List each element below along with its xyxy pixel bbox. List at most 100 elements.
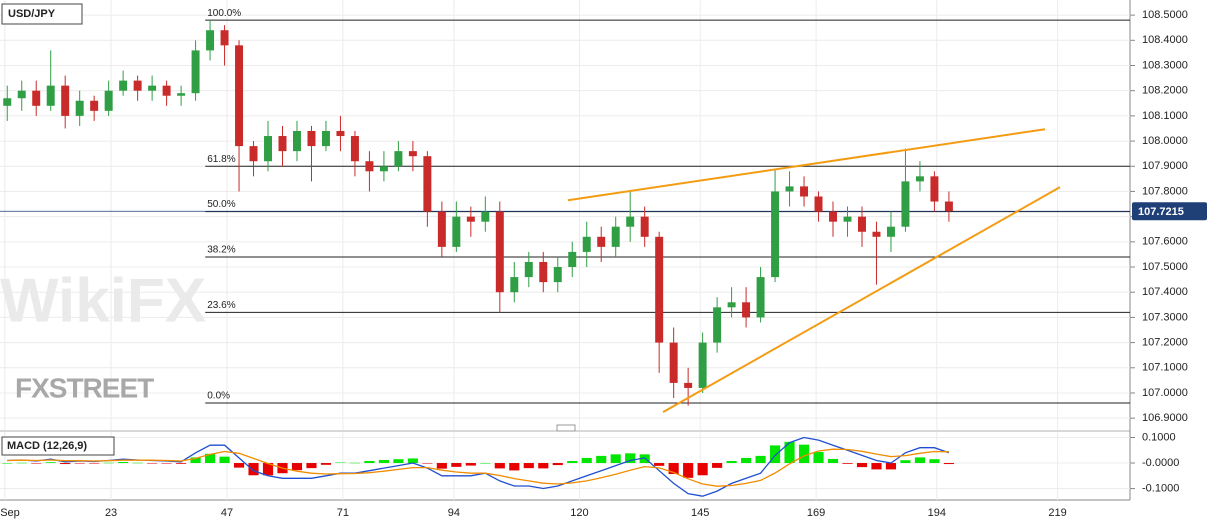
candle-body <box>394 151 403 167</box>
candle-body <box>814 196 823 212</box>
candle-body <box>771 191 780 278</box>
candle-body <box>524 261 533 278</box>
y-tick-label: 107.9000 <box>1142 160 1188 172</box>
histogram-bar <box>769 445 781 464</box>
histogram-bar <box>596 455 607 464</box>
histogram-bar <box>262 463 274 476</box>
histogram-bar <box>320 463 332 465</box>
candle-body <box>785 186 794 192</box>
fib-label: 38.2% <box>207 245 235 256</box>
histogram-bar <box>233 463 245 468</box>
y-tick-label: 107.0000 <box>1142 387 1188 399</box>
candle-body <box>249 146 258 162</box>
histogram-bar <box>494 463 505 469</box>
trendline <box>662 186 1061 413</box>
histogram-bar <box>784 441 795 464</box>
x-tick-label: 169 <box>807 507 825 519</box>
histogram-bar <box>176 463 187 464</box>
y-tick-label: 108.0000 <box>1142 135 1188 147</box>
candle-body <box>191 50 200 94</box>
candle-body <box>597 236 606 247</box>
candle-body <box>17 90 26 99</box>
candle-body <box>872 231 881 237</box>
histogram-bar <box>798 444 810 464</box>
histogram-bar <box>943 463 954 465</box>
y-tick-label: -0.1000 <box>1142 482 1179 494</box>
histogram-bar <box>813 452 824 464</box>
candle-body <box>177 93 186 96</box>
candle-body <box>264 136 272 162</box>
candle-body <box>713 307 722 343</box>
candle-body <box>293 130 301 152</box>
candle-body <box>104 90 113 111</box>
histogram-bar <box>654 463 665 466</box>
histogram-bar <box>726 460 737 464</box>
candle-body <box>901 181 910 227</box>
histogram-bar <box>697 463 708 476</box>
histogram-bar <box>16 462 27 464</box>
histogram-bar <box>712 463 723 468</box>
title-box <box>1 3 83 25</box>
candle-body <box>307 130 316 147</box>
fib-label: 23.6% <box>207 300 235 311</box>
price-tag-label: 107.7215 <box>1138 206 1184 218</box>
y-tick-label: 107.4000 <box>1142 286 1188 298</box>
candle-body <box>626 216 635 227</box>
histogram-bar <box>45 462 56 464</box>
resize-handle <box>556 424 576 432</box>
fib-label: 0.0% <box>207 391 230 402</box>
histogram-bar <box>480 463 491 464</box>
y-tick-label: 107.8000 <box>1142 185 1188 197</box>
y-tick-label: 108.4000 <box>1142 34 1188 46</box>
x-tick-label: 47 <box>221 507 233 519</box>
histogram-bar <box>378 459 389 464</box>
chart-title: USD/JPY <box>8 8 56 20</box>
x-tick-label: 94 <box>448 507 460 519</box>
candle-body <box>32 90 41 106</box>
histogram-bar <box>567 460 578 464</box>
histogram-bar <box>132 462 143 464</box>
histogram-bar <box>523 463 534 469</box>
candle-body <box>437 211 446 247</box>
histogram-bar <box>871 463 882 470</box>
candle-body <box>61 85 70 116</box>
price-tag <box>1132 202 1207 221</box>
x-tick-label: 194 <box>928 507 946 519</box>
watermark: WikiFX <box>0 266 206 335</box>
candle-body <box>452 216 461 247</box>
y-tick-label: 107.1000 <box>1142 362 1188 374</box>
candle-body <box>858 216 866 232</box>
fib-label: 100.0% <box>207 8 241 19</box>
candle-body <box>408 151 417 157</box>
fib-label: 50.0% <box>207 199 235 210</box>
histogram-bar <box>668 463 679 474</box>
fib-label: 61.8% <box>207 154 235 165</box>
candle-body <box>582 236 591 252</box>
histogram-bar <box>827 458 839 464</box>
candle-body <box>843 216 852 222</box>
histogram-bar <box>364 460 375 464</box>
candle-body <box>321 130 330 147</box>
candle-body <box>90 100 99 111</box>
watermark: FXSTREET <box>15 372 154 403</box>
histogram-bar <box>204 453 216 464</box>
candle-body <box>886 226 895 237</box>
histogram-bar <box>2 463 13 464</box>
histogram-bar <box>683 463 694 478</box>
histogram-bar <box>538 463 549 469</box>
histogram-bar <box>929 459 940 464</box>
candle-body <box>553 267 562 283</box>
histogram-bar <box>842 463 853 464</box>
candle-body <box>423 156 432 212</box>
histogram-bar <box>610 454 621 464</box>
trendline <box>567 128 1046 202</box>
candle-body <box>379 166 388 172</box>
candle-body <box>915 176 924 182</box>
histogram-bar <box>190 457 201 464</box>
candle-body <box>756 277 765 318</box>
histogram-bar <box>741 457 752 464</box>
histogram-bar <box>451 463 462 467</box>
histogram-bar <box>625 453 636 464</box>
